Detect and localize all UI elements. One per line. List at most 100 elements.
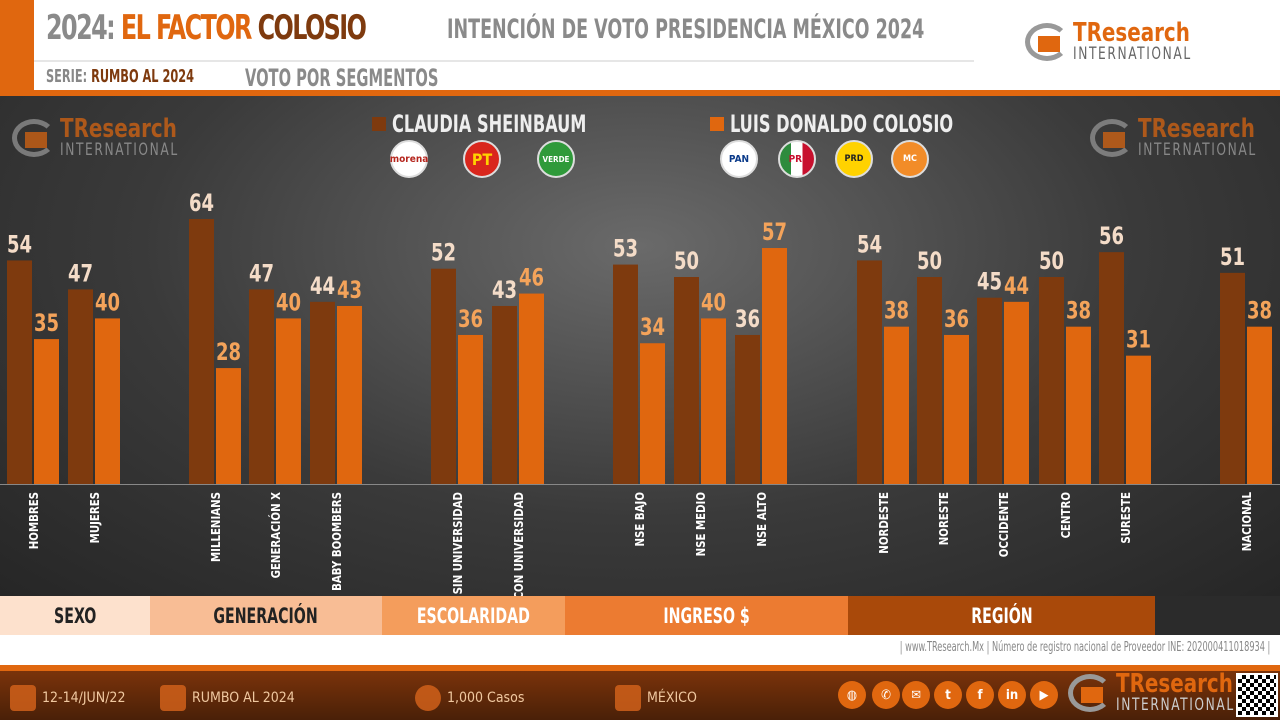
segment-label: GENERACIÓN <box>213 603 319 628</box>
linkedin-icon[interactable]: in <box>998 681 1026 709</box>
logo-subtext: INTERNATIONAL <box>1138 140 1257 160</box>
footer-date: 12-14/JUN/22 <box>10 685 125 711</box>
category-label: SIN UNIVERSIDAD <box>451 492 465 594</box>
segment-label: REGIÓN <box>970 603 1033 628</box>
qr-code[interactable] <box>1236 673 1278 717</box>
mail-icon[interactable]: ✉ <box>902 681 930 709</box>
category-label: GENERACIÓN X <box>269 492 283 579</box>
legend-colosio: LUIS DONALDO COLOSIO <box>710 110 1028 138</box>
data-label: 44 <box>1004 272 1029 300</box>
logo-icon <box>1090 118 1134 157</box>
bar-colosio <box>34 339 59 484</box>
facebook-icon[interactable]: f <box>966 681 994 709</box>
footer-cases: 1,000 Casos <box>415 685 524 711</box>
data-label: 35 <box>34 310 59 338</box>
serie-label: SERIE: <box>46 66 88 87</box>
bar-colosio <box>519 293 544 484</box>
segment-0: SEXO <box>0 596 150 635</box>
report-icon <box>160 685 186 711</box>
bar-colosio <box>1004 301 1029 484</box>
mc-logo: MC <box>891 140 929 178</box>
footer-place: MÉXICO <box>615 685 697 711</box>
pri-logo: PRI <box>778 140 816 178</box>
bar-colosio <box>944 334 969 484</box>
data-label: 64 <box>189 190 214 218</box>
bar-sheinbaum <box>613 264 638 484</box>
data-label: 44 <box>310 272 335 300</box>
prd-logo: PRD <box>835 140 873 178</box>
youtube-icon[interactable]: ▶ <box>1030 681 1058 709</box>
legend-label: CLAUDIA SHEINBAUM <box>392 110 587 138</box>
data-label: 52 <box>431 239 456 267</box>
phone-icon[interactable]: ✆ <box>872 681 900 709</box>
bar-sheinbaum <box>68 289 93 484</box>
verde-logo: VERDE <box>537 140 575 178</box>
bar-sheinbaum <box>1099 252 1124 484</box>
twitter-icon[interactable]: t <box>934 681 962 709</box>
category-label: NACIONAL <box>1240 492 1254 551</box>
logo-text: TResearch <box>1138 114 1255 144</box>
data-label: 54 <box>857 231 882 259</box>
morena-logo: morena <box>390 140 428 178</box>
data-label: 45 <box>977 268 1002 296</box>
category-label: HOMBRES <box>27 492 41 549</box>
bar-sheinbaum <box>674 277 699 484</box>
data-label: 28 <box>216 339 241 367</box>
data-label: 43 <box>492 276 517 304</box>
bar-colosio <box>884 326 909 484</box>
footer: 12-14/JUN/22 RUMBO AL 2024 1,000 Casos M… <box>0 665 1280 720</box>
title-b: COLOSIO <box>257 8 367 48</box>
data-label: 40 <box>701 289 726 317</box>
bar-colosio <box>95 318 120 484</box>
header: 2024: EL FACTOR COLOSIO INTENCIÓN DE VOT… <box>0 0 1280 96</box>
category-label: NSE BAJO <box>633 492 647 546</box>
registry-strip: | www.TResearch.Mx | Número de registro … <box>0 635 1280 665</box>
data-label: 31 <box>1126 326 1151 354</box>
data-label: 53 <box>613 235 638 263</box>
data-label: 47 <box>249 260 274 288</box>
calendar-icon <box>10 685 36 711</box>
bar-colosio <box>337 305 362 484</box>
category-label: OCCIDENTE <box>997 492 1011 557</box>
bar-colosio <box>216 368 241 484</box>
pan-logo: PAN <box>720 140 758 178</box>
serie-value: RUMBO AL 2024 <box>91 66 195 87</box>
bar-sheinbaum <box>735 334 760 484</box>
title-a: EL FACTOR <box>120 8 252 48</box>
segment-label: SEXO <box>53 603 97 628</box>
bar-plot: 5435HOMBRES4740MUJERES6428MILLENIANS4740… <box>7 190 1272 596</box>
section-title: VOTO POR SEGMENTOS <box>245 64 439 92</box>
segment-2: ESCOLARIDAD <box>382 596 565 635</box>
data-label: 50 <box>674 248 699 276</box>
bar-colosio <box>1066 326 1091 484</box>
data-label: 36 <box>944 305 969 333</box>
bar-colosio <box>458 334 483 484</box>
segment-4: REGIÓN <box>848 596 1155 635</box>
data-label: 38 <box>884 297 909 325</box>
logo-icon <box>1025 22 1069 61</box>
data-label: 38 <box>1066 297 1091 325</box>
watermark-logo-left: TResearch INTERNATIONAL <box>12 116 208 159</box>
data-label: 40 <box>276 289 301 317</box>
category-label: CENTRO <box>1059 492 1073 538</box>
legend-label: LUIS DONALDO COLOSIO <box>730 110 954 138</box>
footer-logo: TResearch INTERNATIONAL <box>1068 671 1264 714</box>
data-label: 51 <box>1220 243 1245 271</box>
bar-sheinbaum <box>7 260 32 484</box>
bar-sheinbaum <box>310 301 335 484</box>
footer-serie: RUMBO AL 2024 <box>160 685 295 711</box>
bar-sheinbaum <box>249 289 274 484</box>
category-label: CON UNIVERSIDAD <box>512 492 526 596</box>
bar-colosio <box>701 318 726 484</box>
data-label: 36 <box>735 305 760 333</box>
bar-sheinbaum <box>431 268 456 484</box>
title-year: 2024: <box>46 8 116 48</box>
category-label: NSE MEDIO <box>694 492 708 556</box>
bar-colosio <box>1126 355 1151 484</box>
web-icon[interactable]: ◍ <box>838 681 866 709</box>
legend-sheinbaum: CLAUDIA SHEINBAUM <box>372 110 651 138</box>
data-label: 40 <box>95 289 120 317</box>
logo-subtext: INTERNATIONAL <box>60 140 179 160</box>
data-label: 50 <box>917 248 942 276</box>
logo-icon <box>1068 673 1112 712</box>
